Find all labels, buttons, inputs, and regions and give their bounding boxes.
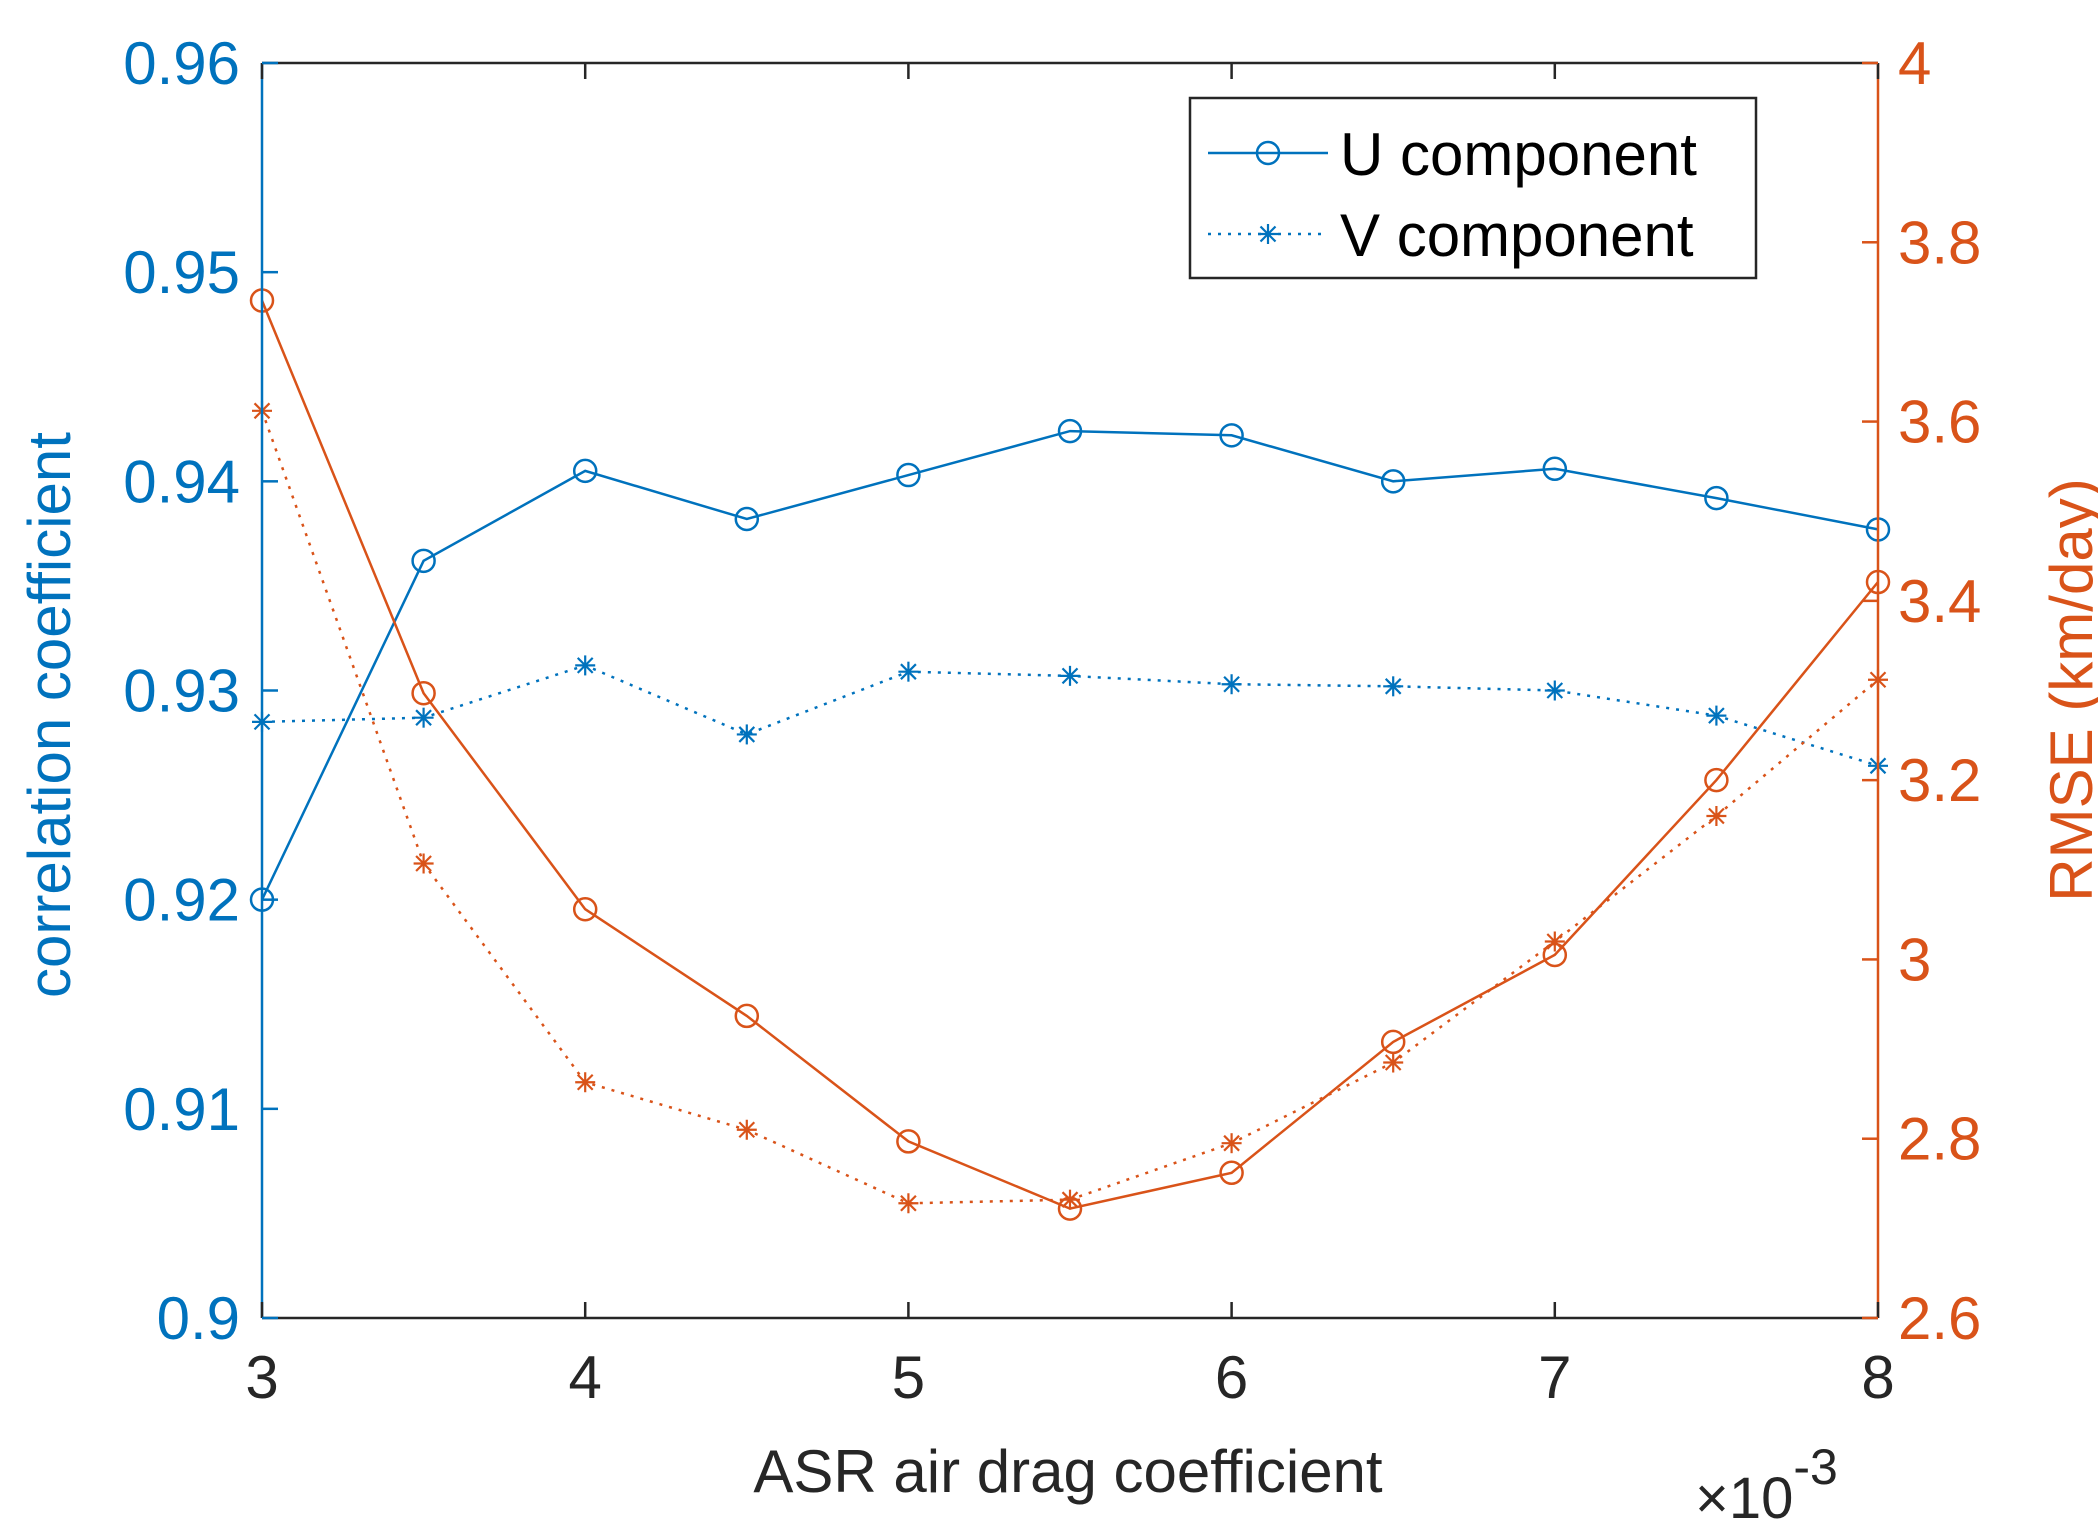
legend-box: [1188, 96, 1758, 280]
series-line: [260, 429, 1879, 901]
y-axis-left-label: correlation coefficient: [16, 432, 83, 998]
data-point: [1706, 806, 1727, 826]
legend: U component V component: [1188, 96, 1758, 280]
data-point: [1706, 705, 1727, 726]
x-tick-label: 8: [1861, 1344, 1894, 1411]
x-axis-exponent-base: ×10: [1695, 1466, 1793, 1525]
x-tick-label: 3: [245, 1344, 278, 1411]
data-point: [1219, 1160, 1244, 1186]
y-right-tick-label: 3.8: [1898, 209, 1981, 276]
legend-label-v: V component: [1340, 202, 1694, 269]
y-right-tick-label: 3.4: [1898, 568, 1981, 635]
series-0: [249, 418, 1891, 912]
x-tick-label: 4: [569, 1344, 602, 1411]
x-axis-exponent-power: -3: [1793, 1439, 1837, 1495]
x-tick-label: 7: [1538, 1344, 1571, 1411]
axes-layer: 3 4 5 6 7 8 0.9 0.91 0.92 0.93 0.94 0.95 0.96 2.6 2.8 3…: [123, 30, 1981, 1411]
data-point: [736, 724, 757, 745]
data-point: [1704, 485, 1729, 511]
data-point: [411, 548, 436, 574]
data-point: [1221, 674, 1242, 695]
data-point: [1544, 680, 1565, 701]
data-point: [898, 661, 919, 682]
data-point: [736, 1119, 757, 1140]
y-axis-right-label: RMSE (km/day): [2038, 478, 2098, 901]
data-point: [1544, 931, 1565, 952]
x-tick-label: 5: [892, 1344, 925, 1411]
data-point: [1704, 767, 1729, 793]
y-right-tick-label: 2.6: [1898, 1285, 1981, 1352]
data-point: [1380, 469, 1406, 494]
data-point: [1383, 676, 1404, 697]
data-point: [575, 655, 596, 676]
y-left-tick-label: 0.9: [157, 1285, 240, 1352]
data-point: [1542, 456, 1568, 482]
data-point: [413, 853, 434, 874]
series-1: [252, 655, 1888, 776]
y-right-tick-label: 3.2: [1898, 747, 1981, 814]
data-point: [1060, 1189, 1080, 1210]
data-point: [1057, 418, 1083, 444]
legend-asterisk-glyph: [1258, 224, 1278, 244]
legend-label-u: U component: [1340, 121, 1697, 188]
data-point: [1383, 1052, 1404, 1073]
y-left-tick-label: 0.95: [123, 239, 240, 306]
x-axis-label: ASR air drag coefficient: [753, 1438, 1383, 1505]
data-point: [896, 462, 921, 488]
y-right-tick-label: 3: [1898, 926, 1931, 993]
legend-marker-u: [1255, 140, 1281, 166]
data-point: [1221, 1133, 1242, 1154]
y-left-tick-label: 0.92: [123, 867, 240, 934]
data-point: [575, 1072, 596, 1093]
data-point: [1219, 423, 1244, 448]
data-point: [572, 458, 598, 484]
y-left-tick-label: 0.91: [123, 1076, 240, 1143]
y-right-tick-label: 2.8: [1898, 1106, 1981, 1173]
data-point: [1060, 665, 1080, 686]
y-left-tick-label: 0.96: [123, 30, 240, 97]
y-right-tick-label: 3.6: [1898, 389, 1981, 456]
x-tick-label: 6: [1215, 1344, 1248, 1411]
y-left-tick-label: 0.93: [123, 658, 240, 725]
x-axis-exponent-label: ×10-3: [1695, 1439, 1838, 1525]
legend-marker-v: [1258, 224, 1278, 244]
y-right-tick-label: 4: [1898, 30, 1931, 97]
data-point: [411, 680, 436, 706]
y-left-tick-label: 0.94: [123, 448, 240, 515]
data-point: [572, 896, 598, 922]
data-point: [413, 707, 434, 728]
data-point: [896, 1129, 921, 1154]
data-point: [898, 1193, 919, 1214]
data-point: [734, 1003, 760, 1029]
data-point: [734, 506, 760, 532]
